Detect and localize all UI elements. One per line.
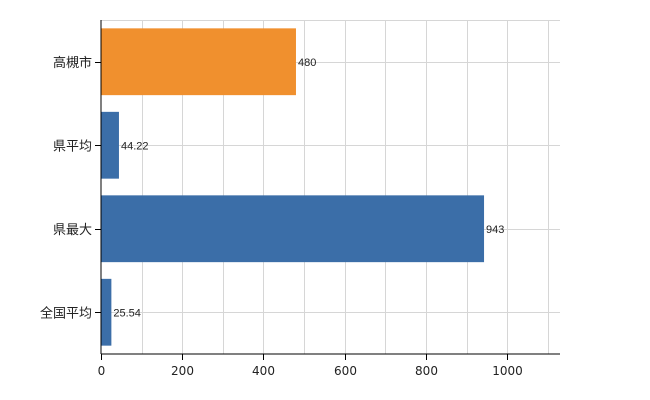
x-tick-label: 200 (171, 364, 194, 378)
gridlines (101, 20, 560, 354)
bar (101, 278, 112, 346)
axes (100, 20, 560, 355)
x-tick-label: 600 (334, 364, 357, 378)
bars (101, 28, 485, 346)
x-tick-label: 400 (252, 364, 275, 378)
data-label: 480 (298, 57, 316, 69)
data-label: 25.54 (113, 307, 141, 319)
category-label: 高槻市 (53, 55, 92, 71)
bar (101, 195, 485, 263)
data-label: 943 (486, 224, 504, 236)
x-tick-label: 1000 (492, 364, 523, 378)
category-label: 県最大 (53, 223, 92, 238)
data-labels: 480 44.22 943 25.54 (113, 57, 504, 320)
x-tick-label: 0 (98, 364, 106, 378)
bar (101, 28, 296, 96)
data-label: 44.22 (121, 140, 149, 152)
x-axis-ticks: 0 200 400 600 800 1000 (98, 354, 523, 378)
category-label: 県平均 (53, 139, 92, 154)
bar (101, 111, 119, 179)
category-label: 全国平均 (40, 305, 92, 321)
x-tick-label: 800 (415, 364, 438, 378)
